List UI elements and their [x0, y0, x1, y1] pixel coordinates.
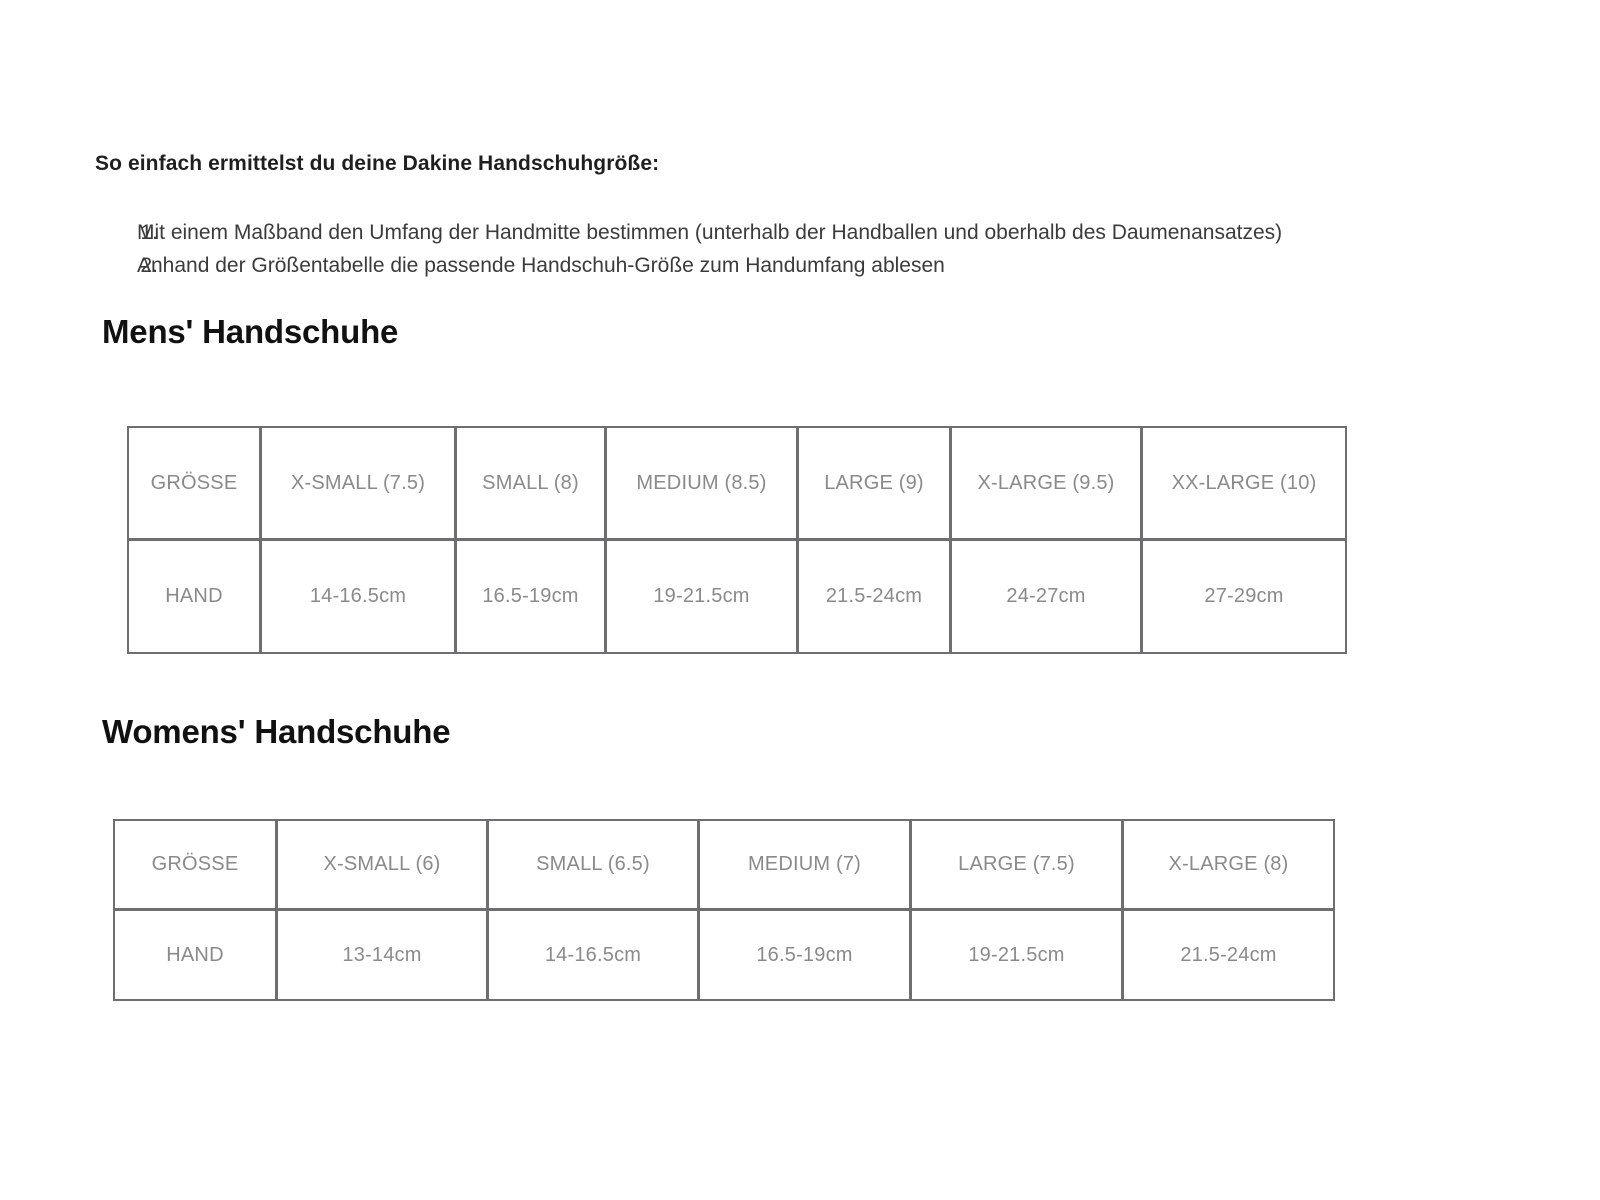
table-cell-row-label: HAND	[113, 910, 277, 1001]
measurement-step-2: 2. Anhand der Größentabelle die passende…	[95, 250, 1515, 283]
table-header-cell-xxlarge: XX-LARGE (10)	[1142, 426, 1347, 540]
section-heading-mens: Mens' Handschuhe	[102, 313, 399, 350]
table-cell-hand-medium: 19-21.5cm	[606, 540, 798, 654]
mens-size-table: GRÖSSE X-SMALL (7.5) SMALL (8) MEDIUM (8…	[127, 426, 1347, 654]
table-header-cell-xlarge: X-LARGE (8)	[1123, 819, 1335, 910]
table-header-cell-small: SMALL (8)	[456, 426, 606, 540]
step-text: Anhand der Größentabelle die passende Ha…	[137, 253, 945, 277]
intro-block: So einfach ermittelst du deine Dakine Ha…	[95, 150, 1515, 282]
table-header-cell-xlarge: X-LARGE (9.5)	[951, 426, 1142, 540]
table-cell-hand-xlarge: 24-27cm	[951, 540, 1142, 654]
table-header-cell-large: LARGE (7.5)	[911, 819, 1123, 910]
table-header-cell-small: SMALL (6.5)	[488, 819, 699, 910]
table-row-header: GRÖSSE X-SMALL (7.5) SMALL (8) MEDIUM (8…	[127, 426, 1347, 540]
table-header-cell-label: GRÖSSE	[127, 426, 261, 540]
womens-size-table: GRÖSSE X-SMALL (6) SMALL (6.5) MEDIUM (7…	[113, 819, 1335, 1001]
table-header-cell-large: LARGE (9)	[798, 426, 951, 540]
table-row: HAND 14-16.5cm 16.5-19cm 19-21.5cm 21.5-…	[127, 540, 1347, 654]
measurement-step-1: 1. Mit einem Maßband den Umfang der Hand…	[95, 217, 1515, 250]
step-text: Mit einem Maßband den Umfang der Handmit…	[137, 221, 1283, 245]
intro-title: So einfach ermittelst du deine Dakine Ha…	[95, 152, 660, 175]
measurement-steps-list: 1. Mit einem Maßband den Umfang der Hand…	[95, 217, 1515, 282]
table-cell-hand-small: 14-16.5cm	[488, 910, 699, 1001]
table-cell-hand-large: 19-21.5cm	[911, 910, 1123, 1001]
table-cell-hand-large: 21.5-24cm	[798, 540, 951, 654]
section-heading-womens: Womens' Handschuhe	[102, 713, 451, 750]
table-row-header: GRÖSSE X-SMALL (6) SMALL (6.5) MEDIUM (7…	[113, 819, 1335, 910]
table-header-cell-xsmall: X-SMALL (6)	[277, 819, 488, 910]
table-cell-hand-xlarge: 21.5-24cm	[1123, 910, 1335, 1001]
table-cell-hand-medium: 16.5-19cm	[699, 910, 911, 1001]
table-header-cell-medium: MEDIUM (7)	[699, 819, 911, 910]
table-cell-hand-xsmall: 13-14cm	[277, 910, 488, 1001]
table-cell-hand-small: 16.5-19cm	[456, 540, 606, 654]
table-cell-row-label: HAND	[127, 540, 261, 654]
table-header-cell-xsmall: X-SMALL (7.5)	[261, 426, 456, 540]
step-number: 2.	[140, 253, 158, 277]
step-number: 1.	[140, 221, 158, 245]
table-cell-hand-xxlarge: 27-29cm	[1142, 540, 1347, 654]
table-header-cell-label: GRÖSSE	[113, 819, 277, 910]
table-cell-hand-xsmall: 14-16.5cm	[261, 540, 456, 654]
table-header-cell-medium: MEDIUM (8.5)	[606, 426, 798, 540]
table-row: HAND 13-14cm 14-16.5cm 16.5-19cm 19-21.5…	[113, 910, 1335, 1001]
